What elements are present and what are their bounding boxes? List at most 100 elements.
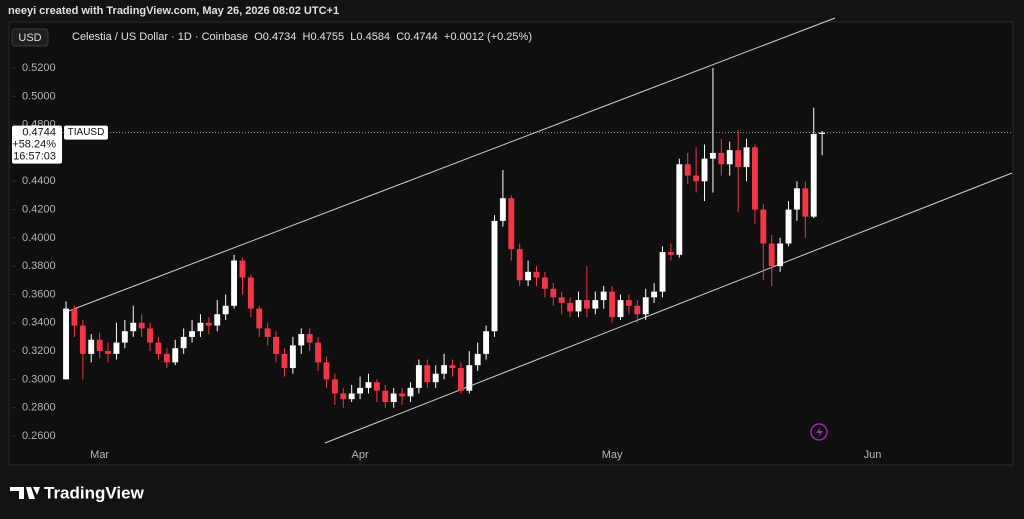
legend-low: 0.4584 <box>356 31 391 43</box>
candle-body <box>105 351 111 354</box>
legend-close: 0.4744 <box>404 31 438 43</box>
candle-body <box>415 365 422 388</box>
candle-body <box>684 164 691 176</box>
candle-body <box>247 277 254 309</box>
price-tag-countdown: 16:57:03 <box>13 150 56 162</box>
candle-body <box>155 342 162 354</box>
y-tick-label: 0.4200 <box>22 203 56 215</box>
currency: USD <box>18 32 41 44</box>
candle-body <box>340 393 347 400</box>
candle-body <box>71 308 78 326</box>
y-tick-label: 0.2800 <box>22 402 56 414</box>
candle-body <box>231 260 237 306</box>
x-tick-label: Apr <box>352 449 369 461</box>
candle-body <box>264 328 271 337</box>
candle-body <box>88 339 95 354</box>
candle-body <box>407 387 414 397</box>
candle-body <box>718 152 725 165</box>
candle-body <box>205 322 212 326</box>
candle-body <box>147 328 153 343</box>
candle-body <box>390 393 397 403</box>
y-tick-label: 0.3000 <box>22 373 56 385</box>
candle-body <box>373 382 380 391</box>
candle-body <box>600 291 607 301</box>
candle-body <box>516 249 523 281</box>
channel-upper <box>65 17 836 313</box>
candle-body <box>197 322 204 332</box>
price-tag-change: +58.24% <box>12 138 56 150</box>
candle-body <box>693 175 700 182</box>
candle-body <box>634 305 641 315</box>
legend-open: 0.4734 <box>262 31 297 43</box>
candle-body <box>189 331 195 337</box>
candle-body <box>785 209 792 244</box>
candle-body <box>642 297 649 315</box>
candle-body <box>441 365 448 374</box>
candle-body <box>289 345 296 369</box>
candle-body <box>802 188 809 217</box>
candle-body <box>701 158 708 182</box>
candle-body <box>751 147 758 210</box>
candle-body <box>726 150 733 165</box>
candle-body <box>592 300 599 309</box>
candle-body <box>760 209 767 244</box>
candle-body <box>491 220 498 332</box>
candle-body <box>331 379 338 394</box>
candle-body <box>357 387 364 394</box>
y-tick-label: 0.4000 <box>22 232 56 244</box>
candle-body <box>180 336 187 349</box>
legend-prefix: H <box>302 31 311 43</box>
candle-body <box>382 390 389 403</box>
candle-body <box>709 152 716 159</box>
candle-body <box>567 302 574 312</box>
legend-change: +0.0012 (+0.25%) <box>443 31 532 43</box>
brand: TradingView <box>44 483 145 502</box>
candle-body <box>63 308 69 380</box>
candle-body <box>121 331 128 343</box>
candle-body <box>281 353 288 369</box>
candle-body <box>793 188 800 210</box>
candle-body <box>810 133 817 217</box>
currency-box[interactable] <box>11 28 49 47</box>
candle-body <box>79 325 86 354</box>
watermark: neeyi created with TradingView.com, May … <box>8 5 340 17</box>
plot <box>62 68 1012 408</box>
candle-body <box>575 300 582 312</box>
candle-body <box>609 291 616 318</box>
candle-body <box>651 291 658 298</box>
candle-body <box>525 271 532 281</box>
candle-body <box>625 300 632 306</box>
y-tick-label: 0.4400 <box>22 175 56 187</box>
legend: Celestia / US Dollar · 1D · Coinbase O0.… <box>72 31 532 43</box>
candle-body <box>130 322 137 332</box>
candle-body <box>138 322 145 329</box>
legend-prefix: O <box>254 31 263 43</box>
y-tick-label: 0.3200 <box>22 345 56 357</box>
x-tick-label: May <box>602 449 623 461</box>
y-tick-label: 0.5000 <box>22 90 56 102</box>
candle-body <box>163 353 170 363</box>
candle-body <box>214 314 221 326</box>
candle-body <box>743 147 750 168</box>
legend-prefix: L <box>350 31 357 43</box>
candle-body <box>483 331 490 354</box>
candle-body <box>457 368 464 391</box>
logo <box>10 487 40 499</box>
candle-body <box>449 365 456 369</box>
candle-body <box>365 382 372 388</box>
candle-body <box>777 243 784 267</box>
event-icon[interactable] <box>810 423 828 441</box>
candle-body <box>323 362 330 380</box>
price-tag-value: 0.4744 <box>22 126 56 138</box>
candle-body <box>172 348 179 363</box>
candle-body <box>735 150 742 168</box>
candle-body <box>348 393 355 400</box>
y-tick-label: 0.4800 <box>22 119 56 131</box>
symbol-tag-label: TIAUSD <box>68 127 105 138</box>
candle-body <box>550 288 557 298</box>
candle-body <box>499 198 506 221</box>
candle-body <box>541 277 548 289</box>
y-tick-label: 0.3600 <box>22 288 56 300</box>
candle-body <box>306 334 313 343</box>
